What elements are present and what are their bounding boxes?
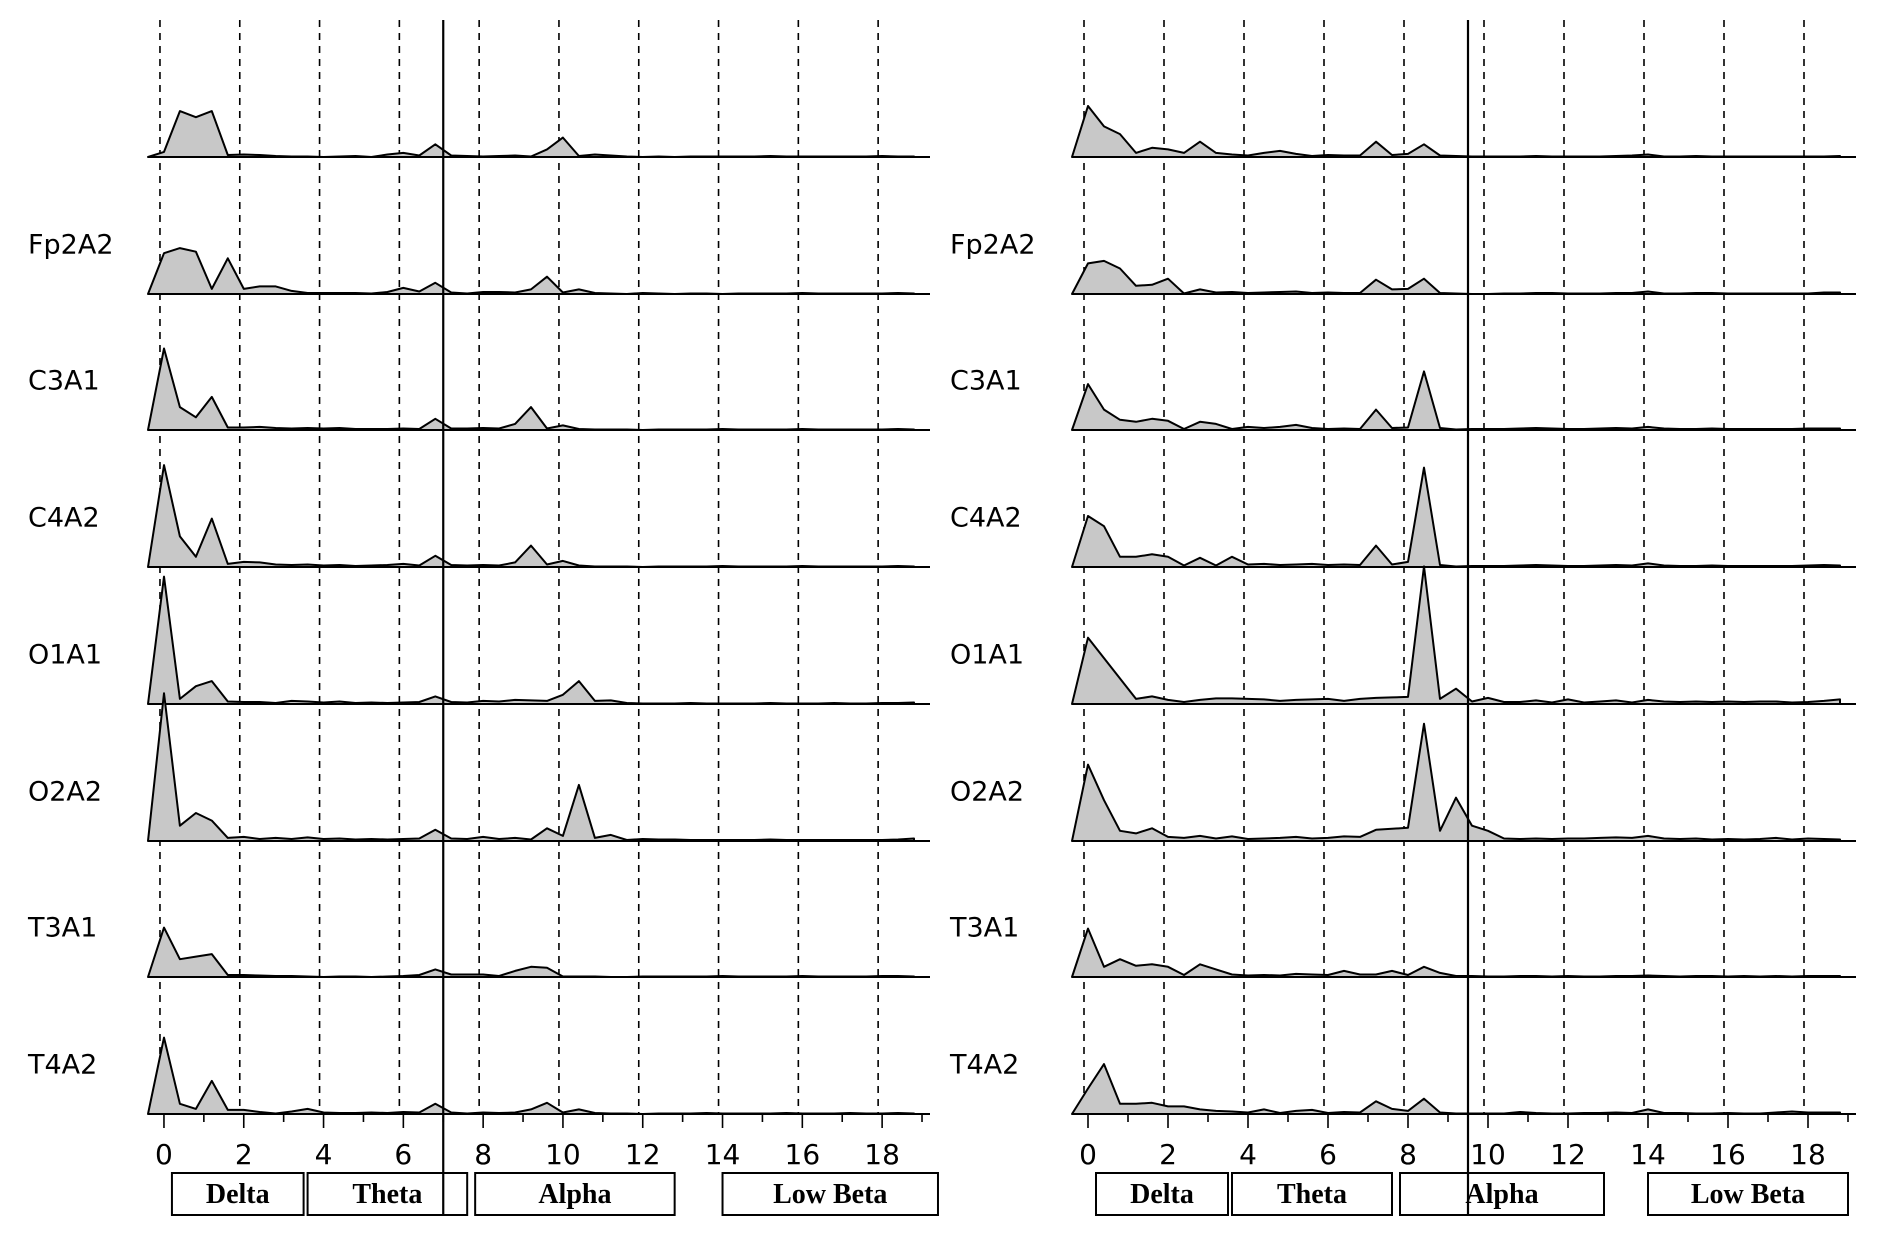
spectrum-o2a2-right bbox=[1071, 722, 1841, 842]
band-box-alpha bbox=[474, 1172, 676, 1216]
x-tick-label-2: 2 bbox=[235, 1138, 253, 1171]
x-tick-label-6: 6 bbox=[1319, 1138, 1337, 1171]
channel-label-fp2a2: Fp2A2 bbox=[950, 230, 1036, 261]
band-box-theta bbox=[1231, 1172, 1393, 1216]
x-tick-label-18: 18 bbox=[864, 1138, 900, 1171]
x-tick-label-4: 4 bbox=[315, 1138, 333, 1171]
channel-label-o1a1: O1A1 bbox=[28, 640, 102, 671]
spectrum-t3a1-right bbox=[1071, 927, 1841, 978]
channel-label-c4a2: C4A2 bbox=[28, 503, 100, 534]
band-label-low-beta: Low Beta bbox=[1691, 1179, 1805, 1210]
spectrum-fp2a2-right bbox=[1071, 259, 1841, 295]
band-label-delta: Delta bbox=[206, 1179, 270, 1210]
channel-label-c4a2: C4A2 bbox=[950, 503, 1022, 534]
x-tick-label-16: 16 bbox=[1710, 1138, 1746, 1171]
x-tick-label-2: 2 bbox=[1159, 1138, 1177, 1171]
x-tick-label-18: 18 bbox=[1790, 1138, 1826, 1171]
channel-label-c3a1: C3A1 bbox=[28, 366, 100, 397]
x-tick-label-10: 10 bbox=[545, 1138, 581, 1171]
channel-label-t4a2: T4A2 bbox=[949, 1050, 1019, 1081]
channel-label-o2a2: O2A2 bbox=[950, 777, 1024, 808]
x-tick-label-14: 14 bbox=[1630, 1138, 1666, 1171]
band-label-alpha: Alpha bbox=[538, 1179, 611, 1210]
band-box-low-beta bbox=[721, 1172, 939, 1216]
channel-label-c3a1: C3A1 bbox=[950, 366, 1022, 397]
channel-label-t4a2: T4A2 bbox=[27, 1050, 97, 1081]
x-tick-label-14: 14 bbox=[705, 1138, 741, 1171]
x-tick-label-12: 12 bbox=[1550, 1138, 1586, 1171]
band-label-alpha: Alpha bbox=[1465, 1179, 1538, 1210]
band-box-alpha bbox=[1399, 1172, 1605, 1216]
x-tick-label-10: 10 bbox=[1470, 1138, 1506, 1171]
spectrum-c3a1-right bbox=[1071, 370, 1841, 431]
x-tick-label-8: 8 bbox=[1399, 1138, 1417, 1171]
spectrum-o1a1-right bbox=[1071, 565, 1841, 705]
band-box-delta bbox=[1095, 1172, 1229, 1216]
x-tick-label-0: 0 bbox=[1079, 1138, 1097, 1171]
band-label-low-beta: Low Beta bbox=[773, 1179, 887, 1210]
x-tick-label-6: 6 bbox=[394, 1138, 412, 1171]
channel-label-o2a2: O2A2 bbox=[28, 777, 102, 808]
band-box-delta bbox=[170, 1172, 305, 1216]
spectrum-t4a2-right bbox=[1071, 1063, 1841, 1115]
x-tick-label-12: 12 bbox=[625, 1138, 661, 1171]
band-label-theta: Theta bbox=[352, 1179, 422, 1210]
x-tick-label-0: 0 bbox=[155, 1138, 173, 1171]
channel-label-fp2a2: Fp2A2 bbox=[28, 230, 114, 261]
spectrum-c4a2-right bbox=[1071, 466, 1841, 568]
x-tick-label-16: 16 bbox=[785, 1138, 821, 1171]
channel-label-t3a1: T3A1 bbox=[27, 913, 97, 944]
panel-left: Fp2A2 C3A1 C4A2 O1A1 O2A2 T3A1 T4A2 0 2 4 6 8 10 12 14… bbox=[27, 20, 939, 1216]
spectrum-top-right bbox=[1071, 105, 1841, 158]
band-label-delta: Delta bbox=[1130, 1179, 1194, 1210]
band-box-theta bbox=[306, 1172, 469, 1216]
panel-right: Fp2A2 C3A1 C4A2 O1A1 O2A2 T3A1 T4A2 0 2 4 6 8 10 12 14… bbox=[949, 20, 1856, 1216]
channel-label-o1a1: O1A1 bbox=[950, 640, 1024, 671]
band-label-theta: Theta bbox=[1277, 1179, 1347, 1210]
band-box-low-beta bbox=[1647, 1172, 1849, 1216]
channel-label-t3a1: T3A1 bbox=[949, 913, 1019, 944]
x-tick-label-8: 8 bbox=[474, 1138, 492, 1171]
x-tick-label-4: 4 bbox=[1239, 1138, 1257, 1171]
